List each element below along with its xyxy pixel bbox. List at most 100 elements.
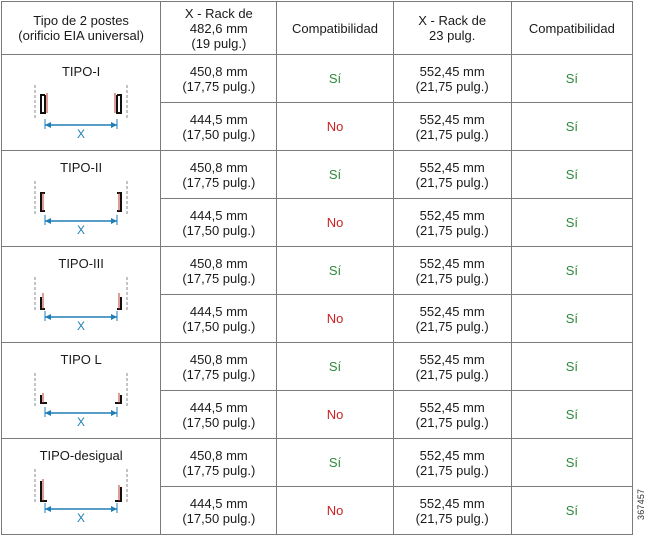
header-x-23: X - Rack de 23 pulg. (392, 1, 512, 55)
compat-23-cell: Sí (510, 342, 634, 391)
table-row: TIPO-I X 450,8 mm (17,75 pulg.) Sí 552,45 mm(… (0, 54, 634, 151)
header-x-19-line1: X - Rack de (184, 5, 253, 21)
left-post-bracket (40, 395, 48, 404)
compat-23-cell: Sí (510, 246, 634, 295)
value-line: (17,75 pulg.) (182, 270, 256, 286)
value-line: 450,8 mm (189, 351, 248, 367)
table-row: 444,5 mm (17,50 pulg.) No 552,45 mm (21,75 p… (2, 390, 634, 439)
compat-19-cell: Sí (276, 342, 394, 391)
value-line: 450,8 mm (189, 255, 248, 271)
value-line: (21,75 pulg.) (415, 414, 489, 430)
header-post-type-line2: (orificio EIA universal) (18, 28, 144, 43)
rack-post-diagram: X (34, 85, 128, 141)
x-23-cell: 552,45 mm (21,75 pulg.) (392, 198, 512, 247)
post-type-cell: TIPO-I X (0, 54, 162, 151)
header-post-type-line1: Tipo de 2 postes (33, 13, 129, 28)
rack-post-diagram: X (34, 373, 128, 429)
value-line: 552,45 mm (419, 159, 485, 175)
rack-compatibility-table: Tipo de 2 postes (orificio EIA universal… (0, 1, 634, 535)
x-arrow-right (111, 122, 118, 128)
value-line: (17,50 pulg.) (182, 510, 256, 526)
compat-19-cell: Sí (276, 150, 394, 199)
x-23-cell: 552,45 mm (21,75 pulg.) (392, 54, 512, 103)
x-19-cell: 444,5 mm (17,50 pulg.) (160, 390, 278, 439)
rack-post-diagram: X (34, 181, 128, 237)
x-19-cell: 444,5 mm (17,50 pulg.) (160, 486, 278, 535)
x-23-cell: 552,45 mm (21,75 pulg.) (392, 390, 512, 439)
x-23-cell: 552,45 mm (21,75 pulg.) (392, 294, 512, 343)
value-line: 552,45 mm (419, 447, 485, 463)
x-23-cell: 552,45 mm (21,75 pulg.) (392, 102, 512, 151)
compat-19-cell: Sí (276, 246, 394, 295)
value-line: 552,45 mm (419, 399, 485, 415)
post-type-label: TIPO L (60, 352, 102, 367)
left-post-bracket (40, 297, 46, 310)
value-line: (21,75 pulg.) (415, 510, 489, 526)
x-arrow-left (45, 314, 52, 320)
post-type-label: TIPO-desigual (39, 448, 123, 463)
x-23-cell: 552,45 mm (21,75 pulg.) (392, 246, 512, 295)
value-line: (21,75 pulg.) (415, 78, 489, 94)
value-line: 450,8 mm (189, 447, 248, 463)
header-x-23-line1: X - Rack de (418, 13, 487, 28)
post-type-cell: TIPO L X (0, 342, 162, 439)
value-line: (17,50 pulg.) (182, 222, 256, 238)
value-line: (17,75 pulg.) (182, 78, 256, 94)
header-compat-23: Compatibilidad (510, 1, 634, 55)
value-line: 450,8 mm (189, 159, 248, 175)
value-line: (21,75 pulg.) (415, 318, 489, 334)
left-post-bracket (40, 94, 47, 114)
header-compat-19: Compatibilidad (276, 1, 394, 55)
x-19-cell: 450,8 mm (17,75 pulg.) (160, 342, 278, 391)
x-axis-label: X (77, 319, 85, 333)
value-line: 552,45 mm (419, 351, 485, 367)
x-arrow-left (45, 218, 52, 224)
value-line: 450,8 mm (189, 63, 248, 79)
table-row: TIPO L X 450,8 mm (17,75 pulg.) Sí 552,45 mm(… (0, 342, 634, 439)
value-line: 444,5 mm (189, 399, 248, 415)
header-x-19: X - Rack de 482,6 mm (19 pulg.) (160, 1, 278, 55)
x-arrow-left (45, 410, 52, 416)
x-19-cell: 444,5 mm (17,50 pulg.) (160, 294, 278, 343)
compat-23-cell: Sí (510, 438, 634, 487)
post-type-cell: TIPO-II X (0, 150, 162, 247)
value-line: (17,75 pulg.) (182, 174, 256, 190)
post-type-label: TIPO-II (60, 160, 103, 175)
value-line: 444,5 mm (189, 303, 248, 319)
compat-23-cell: Sí (510, 102, 634, 151)
x-arrow-left (45, 506, 52, 512)
value-line: (21,75 pulg.) (415, 126, 489, 142)
rack-post-diagram: X (34, 277, 128, 333)
x-19-cell: 450,8 mm (17,75 pulg.) (160, 150, 278, 199)
x-19-cell: 450,8 mm (17,75 pulg.) (160, 438, 278, 487)
x-arrow-right (111, 506, 118, 512)
compat-23-cell: Sí (510, 486, 634, 535)
post-type-label: TIPO-I (61, 64, 101, 79)
left-post-bracket (40, 481, 48, 502)
value-line: (17,50 pulg.) (182, 414, 256, 430)
table-row: TIPO-desigual X 450,8 mm (17,75 pulg.) Sí 552… (0, 438, 634, 535)
value-line: (21,75 pulg.) (415, 222, 489, 238)
x-axis-label: X (77, 223, 85, 237)
header-x-19-line2: 482,6 mm (189, 20, 248, 36)
header-row: Tipo de 2 postes (orificio EIA universal… (0, 1, 634, 55)
x-23-cell: 552,45 mm (21,75 pulg.) (392, 342, 512, 391)
x-arrow-right (111, 218, 118, 224)
compat-19-cell: No (276, 486, 394, 535)
post-type-cell: TIPO-III X (0, 246, 162, 343)
x-19-cell: 444,5 mm (17,50 pulg.) (160, 102, 278, 151)
compat-23-cell: Sí (510, 390, 634, 439)
x-arrow-right (111, 410, 118, 416)
compat-23-cell: Sí (510, 54, 634, 103)
value-line: (17,50 pulg.) (182, 318, 256, 334)
table-row: 444,5 mm (17,50 pulg.) No 552,45 mm (21,75 p… (2, 102, 634, 151)
value-line: 552,45 mm (419, 111, 485, 127)
value-line: 552,45 mm (419, 255, 485, 271)
value-line: 444,5 mm (189, 495, 248, 511)
compat-19-cell: No (276, 198, 394, 247)
compat-23-cell: Sí (510, 294, 634, 343)
value-line: (21,75 pulg.) (415, 462, 489, 478)
post-type-label: TIPO-III (58, 256, 104, 271)
value-line: 552,45 mm (419, 207, 485, 223)
table-row: 444,5 mm (17,50 pulg.) No 552,45 mm (21,75 p… (2, 486, 634, 535)
